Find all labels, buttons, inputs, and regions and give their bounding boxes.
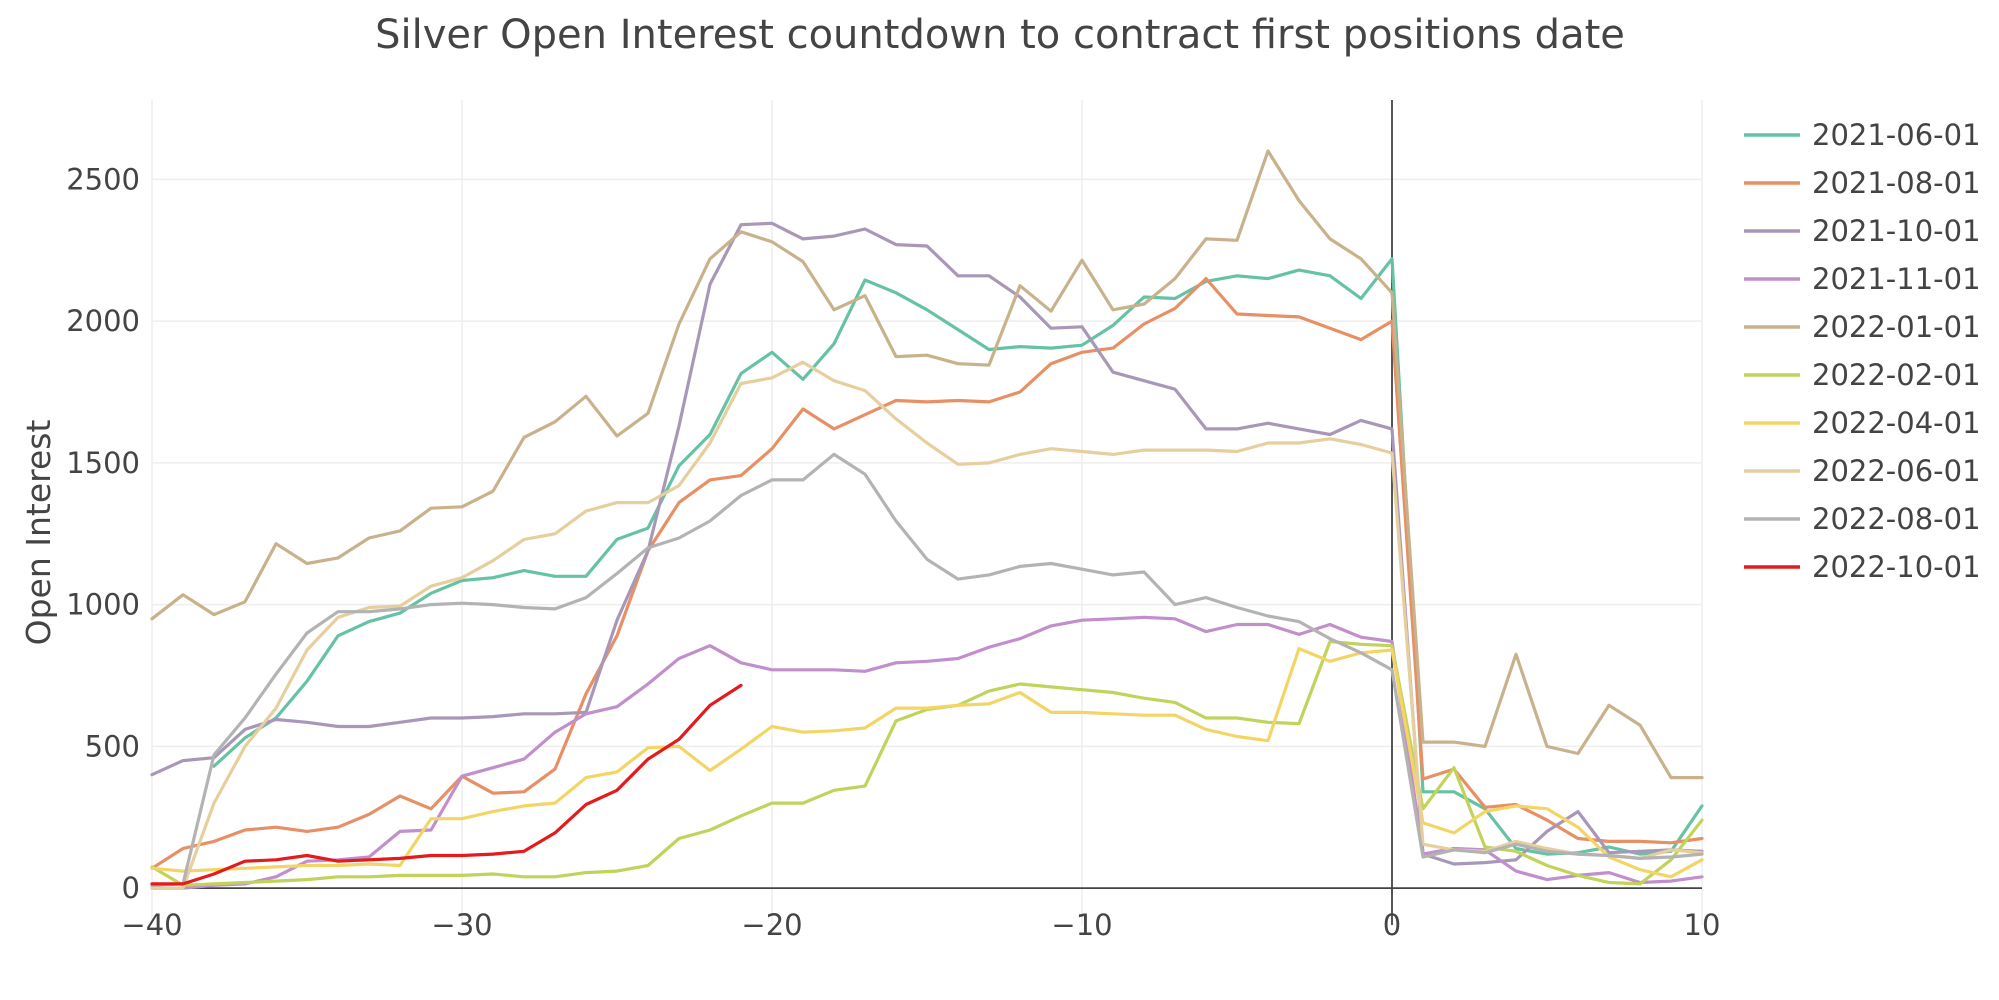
legend-label: 2022-10-01 [1812, 550, 1981, 584]
x-tick-label: −30 [431, 908, 492, 942]
series-line-2022-04-01 [150, 647, 1704, 879]
y-tick-label: 500 [85, 729, 140, 763]
series-line-2022-10-01 [150, 683, 743, 886]
tick-labels: −40 −30 −20 −10 0 10 0 500 1000 1500 2000 2500 [66, 162, 1720, 942]
legend-item[interactable]: 2022-06-01 [1744, 454, 1981, 488]
x-tick-label: −10 [1051, 908, 1112, 942]
series-line-2022-06-01 [150, 360, 1704, 890]
x-tick-label: −20 [741, 908, 802, 942]
series-line-2021-06-01 [212, 257, 1704, 856]
legend-label: 2021-11-01 [1812, 262, 1981, 296]
legend-item[interactable]: 2021-11-01 [1744, 262, 1981, 296]
x-tick-label: −40 [121, 908, 182, 942]
y-tick-label: 0 [122, 871, 140, 905]
y-axis-label: Open Interest [19, 420, 58, 646]
legend-label: 2022-04-01 [1812, 406, 1981, 440]
legend-item[interactable]: 2022-10-01 [1744, 550, 1981, 584]
legend-label: 2021-10-01 [1812, 214, 1981, 248]
legend-label: 2022-06-01 [1812, 454, 1981, 488]
legend-item[interactable]: 2022-02-01 [1744, 358, 1981, 392]
legend[interactable]: 2021-06-01 2021-08-01 2021-10-01 2021-11-01… [1744, 118, 1981, 584]
legend-item[interactable]: 2022-04-01 [1744, 406, 1981, 440]
legend-label: 2021-08-01 [1812, 166, 1981, 200]
legend-label: 2022-08-01 [1812, 502, 1981, 536]
legend-label: 2022-02-01 [1812, 358, 1981, 392]
y-tick-label: 2500 [66, 162, 140, 196]
y-tick-label: 2000 [66, 304, 140, 338]
legend-item[interactable]: 2021-06-01 [1744, 118, 1981, 152]
x-tick-label: 0 [1383, 908, 1401, 942]
legend-item[interactable]: 2021-08-01 [1744, 166, 1981, 200]
series-group [150, 149, 1704, 890]
y-tick-label: 1500 [66, 446, 140, 480]
series-line-2022-01-01 [150, 149, 1704, 780]
series-line-2021-10-01 [150, 221, 1704, 866]
zero-lines [152, 100, 1702, 925]
y-tick-label: 1000 [66, 588, 140, 622]
series-line-2021-11-01 [150, 615, 1704, 890]
legend-item[interactable]: 2021-10-01 [1744, 214, 1981, 248]
legend-item[interactable]: 2022-08-01 [1744, 502, 1981, 536]
legend-label: 2021-06-01 [1812, 118, 1981, 152]
series-line-2021-08-01 [150, 277, 1704, 870]
legend-label: 2022-01-01 [1812, 310, 1981, 344]
series-line-2022-08-01 [150, 452, 1704, 887]
chart-title: Silver Open Interest countdown to contra… [375, 12, 1625, 58]
legend-item[interactable]: 2022-01-01 [1744, 310, 1981, 344]
x-tick-label: 10 [1684, 908, 1721, 942]
